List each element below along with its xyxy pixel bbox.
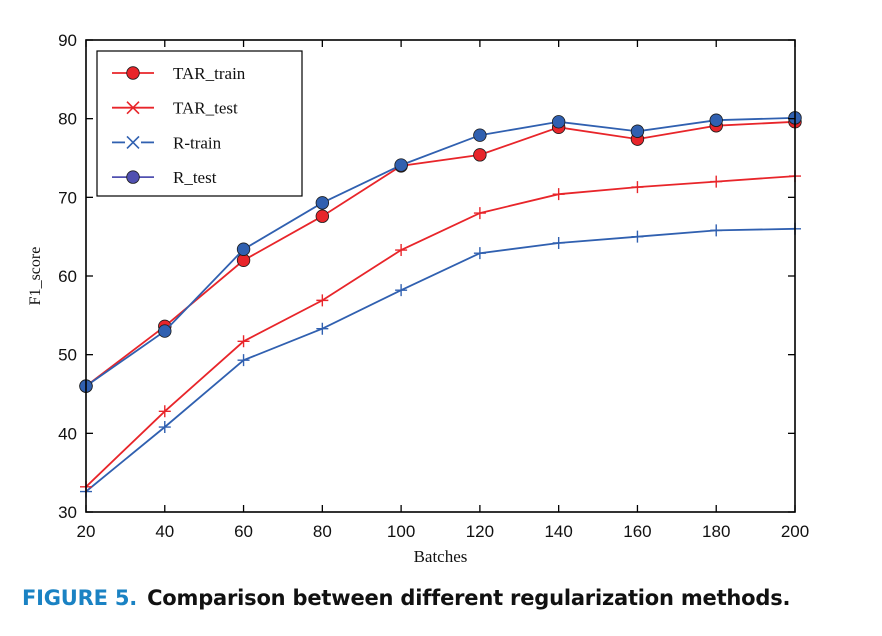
data-point-r-train	[473, 247, 486, 260]
x-tick-label: 80	[313, 522, 332, 541]
x-tick-label: 40	[155, 522, 174, 541]
x-tick-label: 200	[781, 522, 809, 541]
figure-caption-text: Comparison between different regularizat…	[147, 586, 791, 610]
data-point-tar-train	[315, 209, 330, 223]
data-point-r-test	[630, 124, 645, 138]
figure-caption: FIGURE 5. Comparison between different re…	[22, 586, 791, 610]
legend-marker-tar-test	[126, 101, 140, 115]
legend: TAR_train TAR_test R-train R_test	[96, 50, 303, 197]
data-point-r-train	[631, 230, 644, 243]
legend-marker-r-train	[126, 135, 140, 149]
x-tick-label: 120	[466, 522, 494, 541]
data-point-r-train	[237, 354, 250, 367]
y-tick-label: 30	[58, 503, 77, 522]
data-point-r-test	[236, 242, 251, 256]
data-point-tar-test	[631, 181, 644, 194]
data-point-tar-test	[316, 294, 329, 307]
data-point-r-train	[710, 224, 723, 237]
y-tick-label: 90	[58, 31, 77, 50]
data-point-tar-test	[710, 175, 723, 188]
x-axis-label: Batches	[414, 547, 468, 566]
legend-marker-tar-train	[126, 66, 140, 80]
data-point-r-train	[316, 322, 329, 335]
legend-marker-r-test	[126, 170, 140, 184]
data-point-r-train	[158, 421, 171, 434]
data-point-tar-test	[395, 244, 408, 257]
y-axis-label: F1_score	[27, 247, 44, 306]
series-line-tar-test	[85, 175, 796, 488]
series-layer	[79, 111, 802, 498]
data-point-r-test	[394, 158, 408, 172]
y-tick-label: 60	[58, 267, 77, 286]
legend-label-r-train: R-train	[173, 133, 222, 152]
figure-caption-label: FIGURE 5.	[22, 586, 138, 610]
data-point-tar-test	[158, 405, 171, 418]
y-tick-label: 70	[58, 188, 77, 207]
x-tick-label: 100	[387, 522, 415, 541]
axis-ticks: 20 40 60 80 100 120 140 160 180 200 30 40 50 60 70 80 90	[58, 31, 809, 541]
data-point-r-train	[395, 284, 408, 297]
f1-score-line-chart: 20 40 60 80 100 120 140 160 180 200 30 40 50 60 70 80 90…	[27, 31, 809, 566]
y-tick-label: 80	[58, 110, 77, 129]
data-point-tar-test	[473, 207, 486, 220]
data-point-tar-test	[552, 188, 565, 201]
legend-label-tar-test: TAR_test	[173, 99, 238, 118]
x-tick-label: 140	[544, 522, 572, 541]
y-tick-label: 50	[58, 346, 77, 365]
x-tick-label: 20	[77, 522, 96, 541]
data-point-r-test	[158, 324, 172, 338]
legend-label-r-test: R_test	[173, 168, 217, 187]
data-point-r-test	[551, 115, 566, 129]
x-tick-label: 160	[623, 522, 651, 541]
x-tick-label: 180	[702, 522, 730, 541]
data-point-r-test	[473, 128, 487, 142]
legend-label-tar-train: TAR_train	[173, 64, 246, 83]
series-line-r-train	[85, 227, 796, 493]
y-tick-label: 40	[58, 424, 77, 443]
series-line-r-test	[85, 117, 796, 387]
series-line-tar-train	[85, 120, 796, 387]
data-point-r-test	[315, 196, 330, 210]
x-tick-label: 60	[234, 522, 253, 541]
data-point-r-train	[552, 236, 565, 249]
data-point-r-test	[709, 113, 723, 127]
data-point-tar-test	[237, 335, 250, 348]
data-point-tar-train	[473, 148, 487, 162]
